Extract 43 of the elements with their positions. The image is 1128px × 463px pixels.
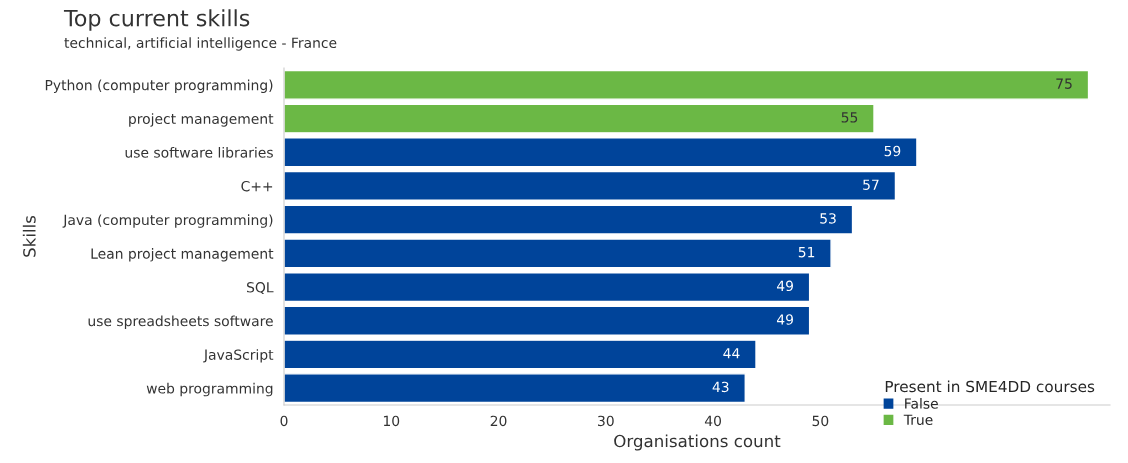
y-tick-label: use software libraries <box>125 146 273 158</box>
y-tick-label: use spreadsheets software <box>88 315 273 329</box>
y-tick-label: project management <box>129 113 274 127</box>
x-axis-title: Organisations count <box>614 434 781 451</box>
bar <box>284 137 918 168</box>
y-tick-label: Python (computer programming) <box>45 79 273 94</box>
data-label: 59 <box>884 145 901 157</box>
data-label: 53 <box>820 213 836 224</box>
bar <box>284 339 757 370</box>
bar <box>284 305 811 336</box>
y-tick-label: Java (computer programming) <box>62 214 273 228</box>
bar <box>284 170 897 201</box>
legend-label: False <box>905 398 938 409</box>
bar <box>284 204 854 235</box>
bar <box>284 103 875 134</box>
x-tick-label: 30 <box>598 415 614 427</box>
data-label: 51 <box>798 247 815 258</box>
legend-title: Present in SME4DD courses <box>885 380 1095 393</box>
x-tick-label: 50 <box>812 415 829 427</box>
data-label: 75 <box>1056 78 1072 89</box>
data-label: 43 <box>712 381 729 393</box>
bar <box>284 238 832 269</box>
bar <box>284 272 811 303</box>
x-tick-label: 20 <box>490 415 507 427</box>
y-tick-label: C++ <box>241 180 273 192</box>
data-label: 57 <box>863 179 879 190</box>
data-label: 49 <box>776 314 793 325</box>
data-label: 49 <box>776 280 793 292</box>
legend-label: True <box>903 414 933 425</box>
bar <box>284 373 746 404</box>
y-tick-label: web programming <box>146 382 273 397</box>
chart-title: Top current skills <box>63 9 250 31</box>
y-tick-label: SQL <box>247 282 274 295</box>
bar <box>284 69 1090 100</box>
data-label: 44 <box>723 348 740 359</box>
y-tick-label: JavaScript <box>203 349 274 363</box>
y-tick-label: Lean project management <box>91 248 274 262</box>
x-tick-label: 40 <box>704 415 722 427</box>
x-tick-label: 10 <box>383 415 400 427</box>
x-tick-label: 0 <box>280 415 288 427</box>
y-axis-title: Skills <box>22 215 36 257</box>
chart-subtitle: technical, artificial intelligence - France <box>64 37 337 51</box>
data-label: 55 <box>841 112 858 123</box>
